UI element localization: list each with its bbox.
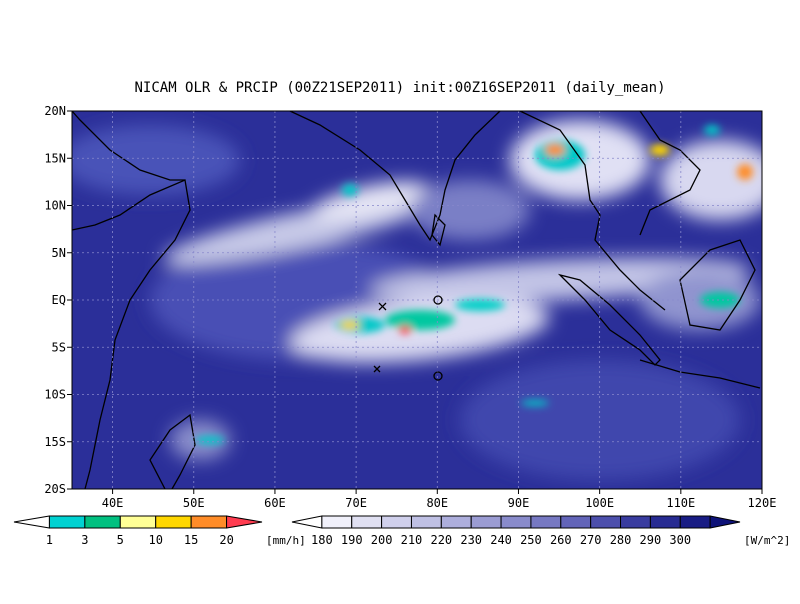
colorbar-cell [84,515,121,529]
lon-label: 50E [183,496,205,510]
colorbar-label: 240 [490,533,512,547]
lon-label: 120E [748,496,777,510]
colorbar-tip [291,515,323,529]
colorbar-cell [530,515,562,529]
colorbar-label: 210 [401,533,423,547]
colorbar-label: 1 [46,533,53,547]
colorbar-label: 15 [184,533,198,547]
lat-label: 5N [52,246,66,260]
olr-colorbar: 180 190 200 210 220 230 240 250 260 270 280 290 300 [… [291,515,790,547]
coastlines [72,111,761,489]
precip-colorbar: 1 3 5 10 15 20 [mm/h] [13,515,306,547]
colorbar-tip [709,515,741,529]
colorbar-cell [649,515,681,529]
colorbar-cell [440,515,472,529]
colorbar-label: 190 [341,533,363,547]
colorbar-label: 250 [520,533,542,547]
graticule [72,111,762,489]
colorbar-label: 230 [460,533,482,547]
colorbar-cell [500,515,532,529]
lat-label: 20S [44,482,66,496]
lon-label: 70E [345,496,367,510]
colorbar-cell [381,515,412,529]
lat-label: 10N [44,199,66,213]
colorbar-unit: [W/m^2] [744,534,790,547]
precip-field [195,125,753,444]
lon-label: 40E [102,496,124,510]
colorbar-label: 300 [669,533,691,547]
colorbar-label: 20 [219,533,233,547]
map-field [72,111,762,489]
lon-label: 60E [264,496,286,510]
lon-label: 100E [585,496,614,510]
lat-label: 15N [44,151,66,165]
colorbar-cell [119,515,157,529]
lon-label: 80E [426,496,448,510]
lat-label: 10S [44,388,66,402]
colorbar-label: 3 [81,533,88,547]
colorbar-cell [321,515,353,529]
colorbar-cell [560,515,592,529]
colorbar-label: 180 [311,533,333,547]
lat-label: 15S [44,435,66,449]
colorbar-cell [679,515,711,529]
colorbar-label: 220 [430,533,452,547]
colorbar-cell [48,515,86,529]
lon-label: 90E [508,496,530,510]
lat-label: 5S [52,340,66,354]
colorbar-cell [190,515,228,529]
colorbar-label: 270 [580,533,602,547]
colorbar-label: 5 [117,533,124,547]
colorbar-cell [410,515,442,529]
colorbar-tip [226,515,263,529]
lon-label: 110E [666,496,695,510]
colorbar-label: 280 [610,533,632,547]
colorbar-cell [351,515,383,529]
colorbar-cell [590,515,622,529]
colorbar-cell [470,515,502,529]
colorbar-cell [155,515,192,529]
markers [373,295,443,381]
title: NICAM OLR & PRCIP (00Z21SEP2011) init:00… [134,80,665,96]
lat-label: 20N [44,104,66,118]
colorbar-label: 260 [550,533,572,547]
colorbar-tip [13,515,50,529]
colorbar-label: 290 [640,533,662,547]
colorbar-unit: [mm/h] [266,534,306,547]
colorbar-label: 10 [148,533,162,547]
colorbar-cell [620,515,651,529]
lat-label: EQ [52,293,66,307]
colorbar-label: 200 [371,533,393,547]
